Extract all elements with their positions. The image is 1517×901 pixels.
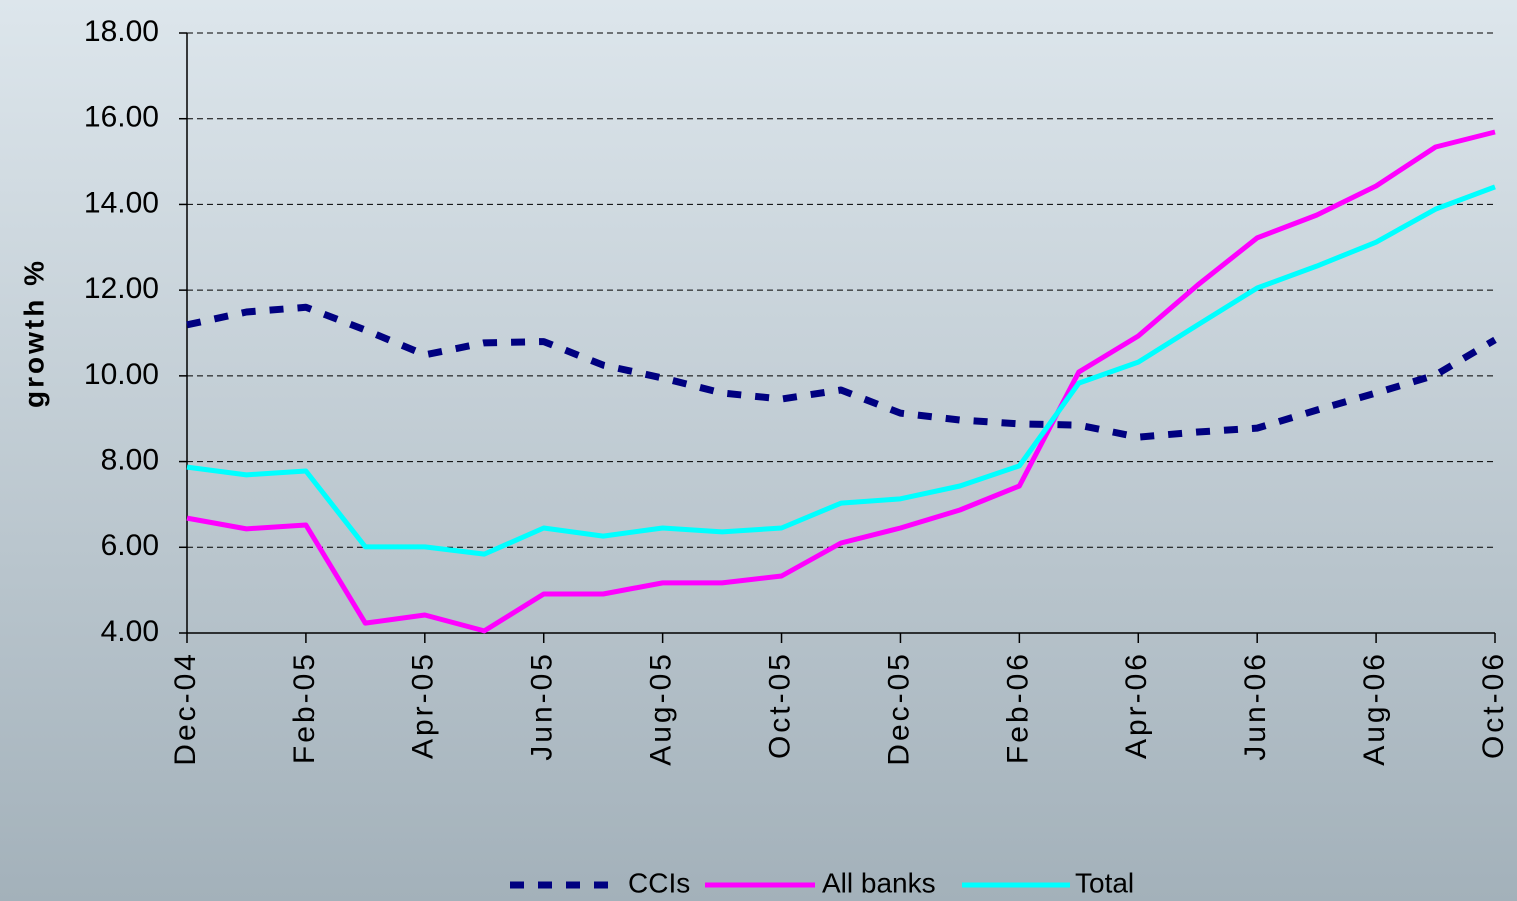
y-tick-label: 6.00 <box>101 529 159 562</box>
x-tick-label: Oct-05 <box>763 651 796 759</box>
legend-label: All banks <box>822 867 936 898</box>
series-line <box>186 184 1496 557</box>
y-tick-label: 16.00 <box>84 101 159 134</box>
x-tick-label: Feb-05 <box>288 651 321 764</box>
y-tick-label: 18.00 <box>84 15 159 48</box>
x-tick-label: Aug-06 <box>1358 651 1391 766</box>
y-tick-label: 10.00 <box>84 358 159 391</box>
x-tick-label: Feb-06 <box>1001 651 1034 764</box>
y-tick-label: 14.00 <box>84 186 159 219</box>
x-tick-label: Jun-06 <box>1239 651 1272 761</box>
x-tick-label: Aug-05 <box>645 651 678 766</box>
x-tick-label: Jun-05 <box>526 651 559 761</box>
y-tick-label: 8.00 <box>101 443 159 476</box>
series-line <box>186 303 1497 441</box>
x-tick-label: Apr-05 <box>407 651 440 759</box>
y-tick-label: 4.00 <box>101 615 159 648</box>
series-line <box>186 129 1496 634</box>
y-axis-label: growth % <box>18 258 49 408</box>
x-tick-label: Apr-06 <box>1120 651 1153 759</box>
legend-label: CCIs <box>628 867 690 898</box>
y-tick-label: 12.00 <box>84 272 159 305</box>
x-tick-label: Oct-06 <box>1477 651 1510 759</box>
x-tick-label: Dec-04 <box>169 651 202 766</box>
legend-label: Total <box>1075 867 1134 898</box>
x-tick-label: Dec-05 <box>882 651 915 766</box>
